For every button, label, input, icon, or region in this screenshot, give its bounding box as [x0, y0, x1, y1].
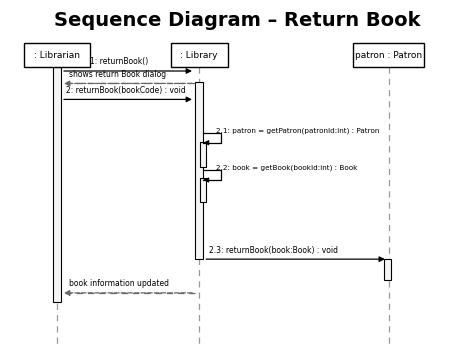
- Text: Sequence Diagram – Return Book: Sequence Diagram – Return Book: [54, 11, 420, 30]
- Text: : Library: : Library: [180, 50, 218, 60]
- Text: 2.3: returnBook(book:Book) : void: 2.3: returnBook(book:Book) : void: [209, 246, 337, 255]
- Bar: [200, 142, 206, 167]
- Text: patron : Patron: patron : Patron: [355, 50, 422, 60]
- Text: shows return Book dialog: shows return Book dialog: [69, 70, 166, 79]
- Bar: [195, 82, 203, 259]
- Bar: [171, 43, 228, 67]
- Bar: [24, 43, 90, 67]
- Bar: [53, 67, 61, 302]
- Bar: [353, 43, 424, 67]
- Bar: [200, 178, 206, 202]
- Text: 2: returnBook(bookCode) : void: 2: returnBook(bookCode) : void: [66, 86, 186, 95]
- Text: 2.2: book = getBook(bookId:int) : Book: 2.2: book = getBook(bookId:int) : Book: [216, 165, 357, 171]
- Text: book information updated: book information updated: [69, 279, 169, 288]
- Bar: [384, 259, 391, 280]
- Text: : Librarian: : Librarian: [34, 50, 80, 60]
- Text: 1: returnBook(): 1: returnBook(): [90, 57, 148, 66]
- Text: 2.1: patron = getPatron(patronId:int) : Patron: 2.1: patron = getPatron(patronId:int) : …: [216, 128, 379, 134]
